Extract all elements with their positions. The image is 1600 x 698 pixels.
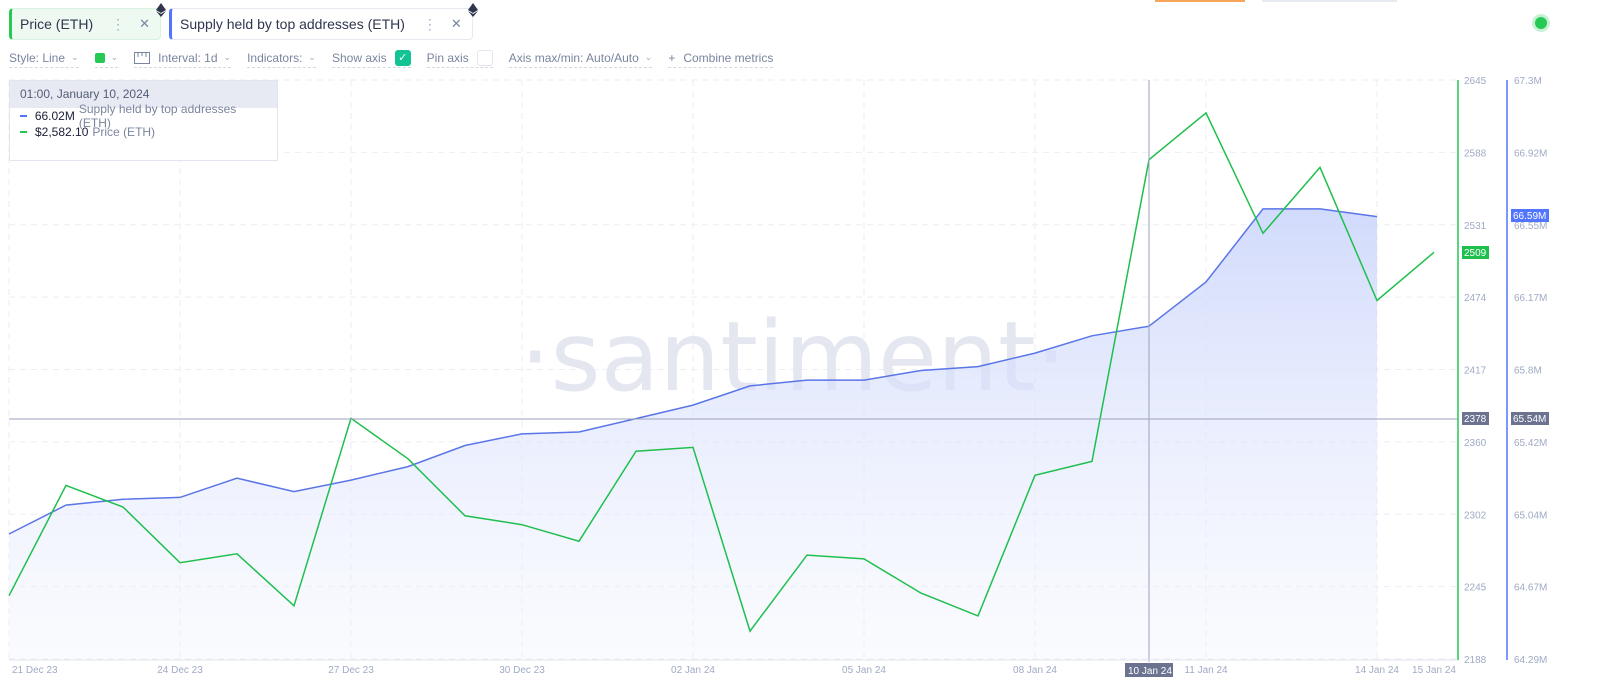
chevron-down-icon: ⌄ xyxy=(644,52,653,62)
svg-text:30 Dec 23: 30 Dec 23 xyxy=(499,665,545,676)
plus-icon: + xyxy=(668,50,676,65)
eth-icon xyxy=(467,3,478,17)
top-accent-gray xyxy=(1262,0,1397,2)
show-axis-label: Show axis xyxy=(331,50,387,65)
svg-text:24 Dec 23: 24 Dec 23 xyxy=(157,665,203,676)
svg-text:64.67M: 64.67M xyxy=(1514,583,1547,594)
pin-axis-toggle[interactable]: Pin axis xyxy=(426,49,493,68)
tab-label: Supply held by top addresses (ETH) xyxy=(180,16,405,32)
series-marker xyxy=(20,115,27,117)
axis-maxmin-label: Axis max/min: Auto/Auto xyxy=(508,50,639,65)
supply-last-value-badge: 66.59M xyxy=(1511,209,1549,222)
svg-text:2531: 2531 xyxy=(1464,221,1487,232)
crosshair-date-badge: 10 Jan 24 xyxy=(1125,663,1173,677)
tab-price-eth[interactable]: Price (ETH) ⋮ ✕ xyxy=(9,3,167,40)
eth-icon xyxy=(156,3,167,17)
indicators-label: Indicators: xyxy=(247,50,303,65)
crosshair-price-badge: 2378 xyxy=(1462,412,1489,425)
svg-text:66.17M: 66.17M xyxy=(1514,293,1547,304)
svg-text:65.54M: 65.54M xyxy=(1513,414,1546,425)
metric-tabs: Price (ETH) ⋮ ✕ Supply held by top addre… xyxy=(9,3,478,40)
svg-text:02 Jan 24: 02 Jan 24 xyxy=(671,665,715,676)
svg-text:2245: 2245 xyxy=(1464,583,1487,594)
show-axis-toggle[interactable]: Show axis ✓ xyxy=(331,49,411,68)
price-axis-ticks: 2645 2588 2531 2474 2417 2360 2302 2245 2188 xyxy=(1464,76,1487,666)
svg-text:66.59M: 66.59M xyxy=(1513,211,1546,222)
price-last-value-badge: 2509 xyxy=(1462,246,1489,259)
svg-text:65.42M: 65.42M xyxy=(1514,438,1547,449)
tooltip-date: 01:00, January 10, 2024 xyxy=(10,81,277,108)
chevron-down-icon: ⌄ xyxy=(308,52,316,62)
svg-text:05 Jan 24: 05 Jan 24 xyxy=(842,665,886,676)
svg-text:2417: 2417 xyxy=(1464,366,1487,377)
chevron-down-icon: ⌄ xyxy=(71,52,79,62)
svg-text:65.04M: 65.04M xyxy=(1514,510,1547,521)
crosshair-supply-badge: 65.54M xyxy=(1511,412,1549,425)
tooltip-label: Supply held by top addresses (ETH) xyxy=(78,102,237,130)
supply-area-fill xyxy=(9,208,1377,659)
svg-text:14 Jan 24: 14 Jan 24 xyxy=(1355,665,1399,676)
show-axis-checkbox[interactable]: ✓ xyxy=(394,49,411,66)
tooltip-row-supply: 66.02M Supply held by top addresses (ETH… xyxy=(10,102,277,130)
svg-text:21 Dec 23: 21 Dec 23 xyxy=(12,665,58,676)
kebab-icon[interactable]: ⋮ xyxy=(111,15,126,32)
combine-metrics-button[interactable]: + Combine metrics xyxy=(668,50,774,68)
svg-text:27 Dec 23: 27 Dec 23 xyxy=(328,665,374,676)
pin-axis-checkbox[interactable] xyxy=(476,49,493,66)
supply-axis-ticks: 67.3M 66.92M 66.55M 66.17M 65.8M 65.42M 65.04M… xyxy=(1514,76,1547,666)
price-line xyxy=(8,111,1435,633)
tooltip-label: Price (ETH) xyxy=(92,125,156,139)
svg-text:66.55M: 66.55M xyxy=(1514,221,1547,232)
svg-text:2188: 2188 xyxy=(1464,655,1487,666)
svg-text:66.92M: 66.92M xyxy=(1514,148,1547,159)
tooltip-value: $2,582.10 xyxy=(35,125,89,139)
axis-maxmin-dropdown[interactable]: Axis max/min: Auto/Auto ⌄ xyxy=(508,50,653,68)
svg-text:11 Jan 24: 11 Jan 24 xyxy=(1184,665,1228,676)
close-icon[interactable]: ✕ xyxy=(139,16,151,31)
series-marker xyxy=(20,131,27,133)
live-status-icon xyxy=(1535,17,1547,29)
svg-text:64.29M: 64.29M xyxy=(1514,655,1547,666)
interval-dropdown[interactable]: Interval: 1d ⌄ xyxy=(134,50,232,68)
svg-text:2588: 2588 xyxy=(1464,148,1487,159)
calendar-icon xyxy=(134,51,151,64)
color-swatch xyxy=(94,52,105,63)
tab-label: Price (ETH) xyxy=(20,16,94,32)
chevron-down-icon: ⌄ xyxy=(110,52,119,62)
tab-supply-top-addresses[interactable]: Supply held by top addresses (ETH) ⋮ ✕ xyxy=(169,3,478,40)
x-axis-ticks: 21 Dec 23 24 Dec 23 27 Dec 23 30 Dec 23 02 J… xyxy=(12,665,1456,676)
tooltip-row-price: $2,582.10 Price (ETH) xyxy=(10,124,277,140)
chart-toolbar: Style: Line ⌄ ⌄ Interval: 1d ⌄ Indicators:… xyxy=(9,49,789,68)
tooltip-value: 66.02M xyxy=(34,109,75,123)
svg-text:65.8M: 65.8M xyxy=(1514,366,1542,377)
svg-text:2509: 2509 xyxy=(1464,248,1487,259)
chart-tooltip: 01:00, January 10, 2024 66.02M Supply he… xyxy=(9,80,278,161)
svg-text:2302: 2302 xyxy=(1464,510,1487,521)
interval-label: Interval: 1d xyxy=(158,50,218,65)
svg-text:2360: 2360 xyxy=(1464,438,1487,449)
style-label: Style: Line xyxy=(9,50,66,65)
style-dropdown[interactable]: Style: Line ⌄ xyxy=(9,50,79,68)
close-icon[interactable]: ✕ xyxy=(450,16,462,31)
svg-text:15 Jan 24: 15 Jan 24 xyxy=(1412,665,1456,676)
svg-text:2378: 2378 xyxy=(1464,414,1487,425)
chevron-down-icon: ⌄ xyxy=(223,52,232,62)
svg-text:10 Jan 24: 10 Jan 24 xyxy=(1128,666,1172,677)
combine-metrics-label: Combine metrics xyxy=(683,50,774,65)
pin-axis-label: Pin axis xyxy=(426,50,469,65)
indicators-dropdown[interactable]: Indicators: ⌄ xyxy=(247,50,316,68)
svg-text:2645: 2645 xyxy=(1464,76,1487,87)
top-accent-orange xyxy=(1155,0,1245,2)
color-dropdown[interactable]: ⌄ xyxy=(94,50,119,68)
kebab-icon[interactable]: ⋮ xyxy=(422,15,437,32)
svg-text:08 Jan 24: 08 Jan 24 xyxy=(1013,665,1057,676)
svg-text:67.3M: 67.3M xyxy=(1514,76,1542,87)
svg-text:2474: 2474 xyxy=(1464,293,1487,304)
